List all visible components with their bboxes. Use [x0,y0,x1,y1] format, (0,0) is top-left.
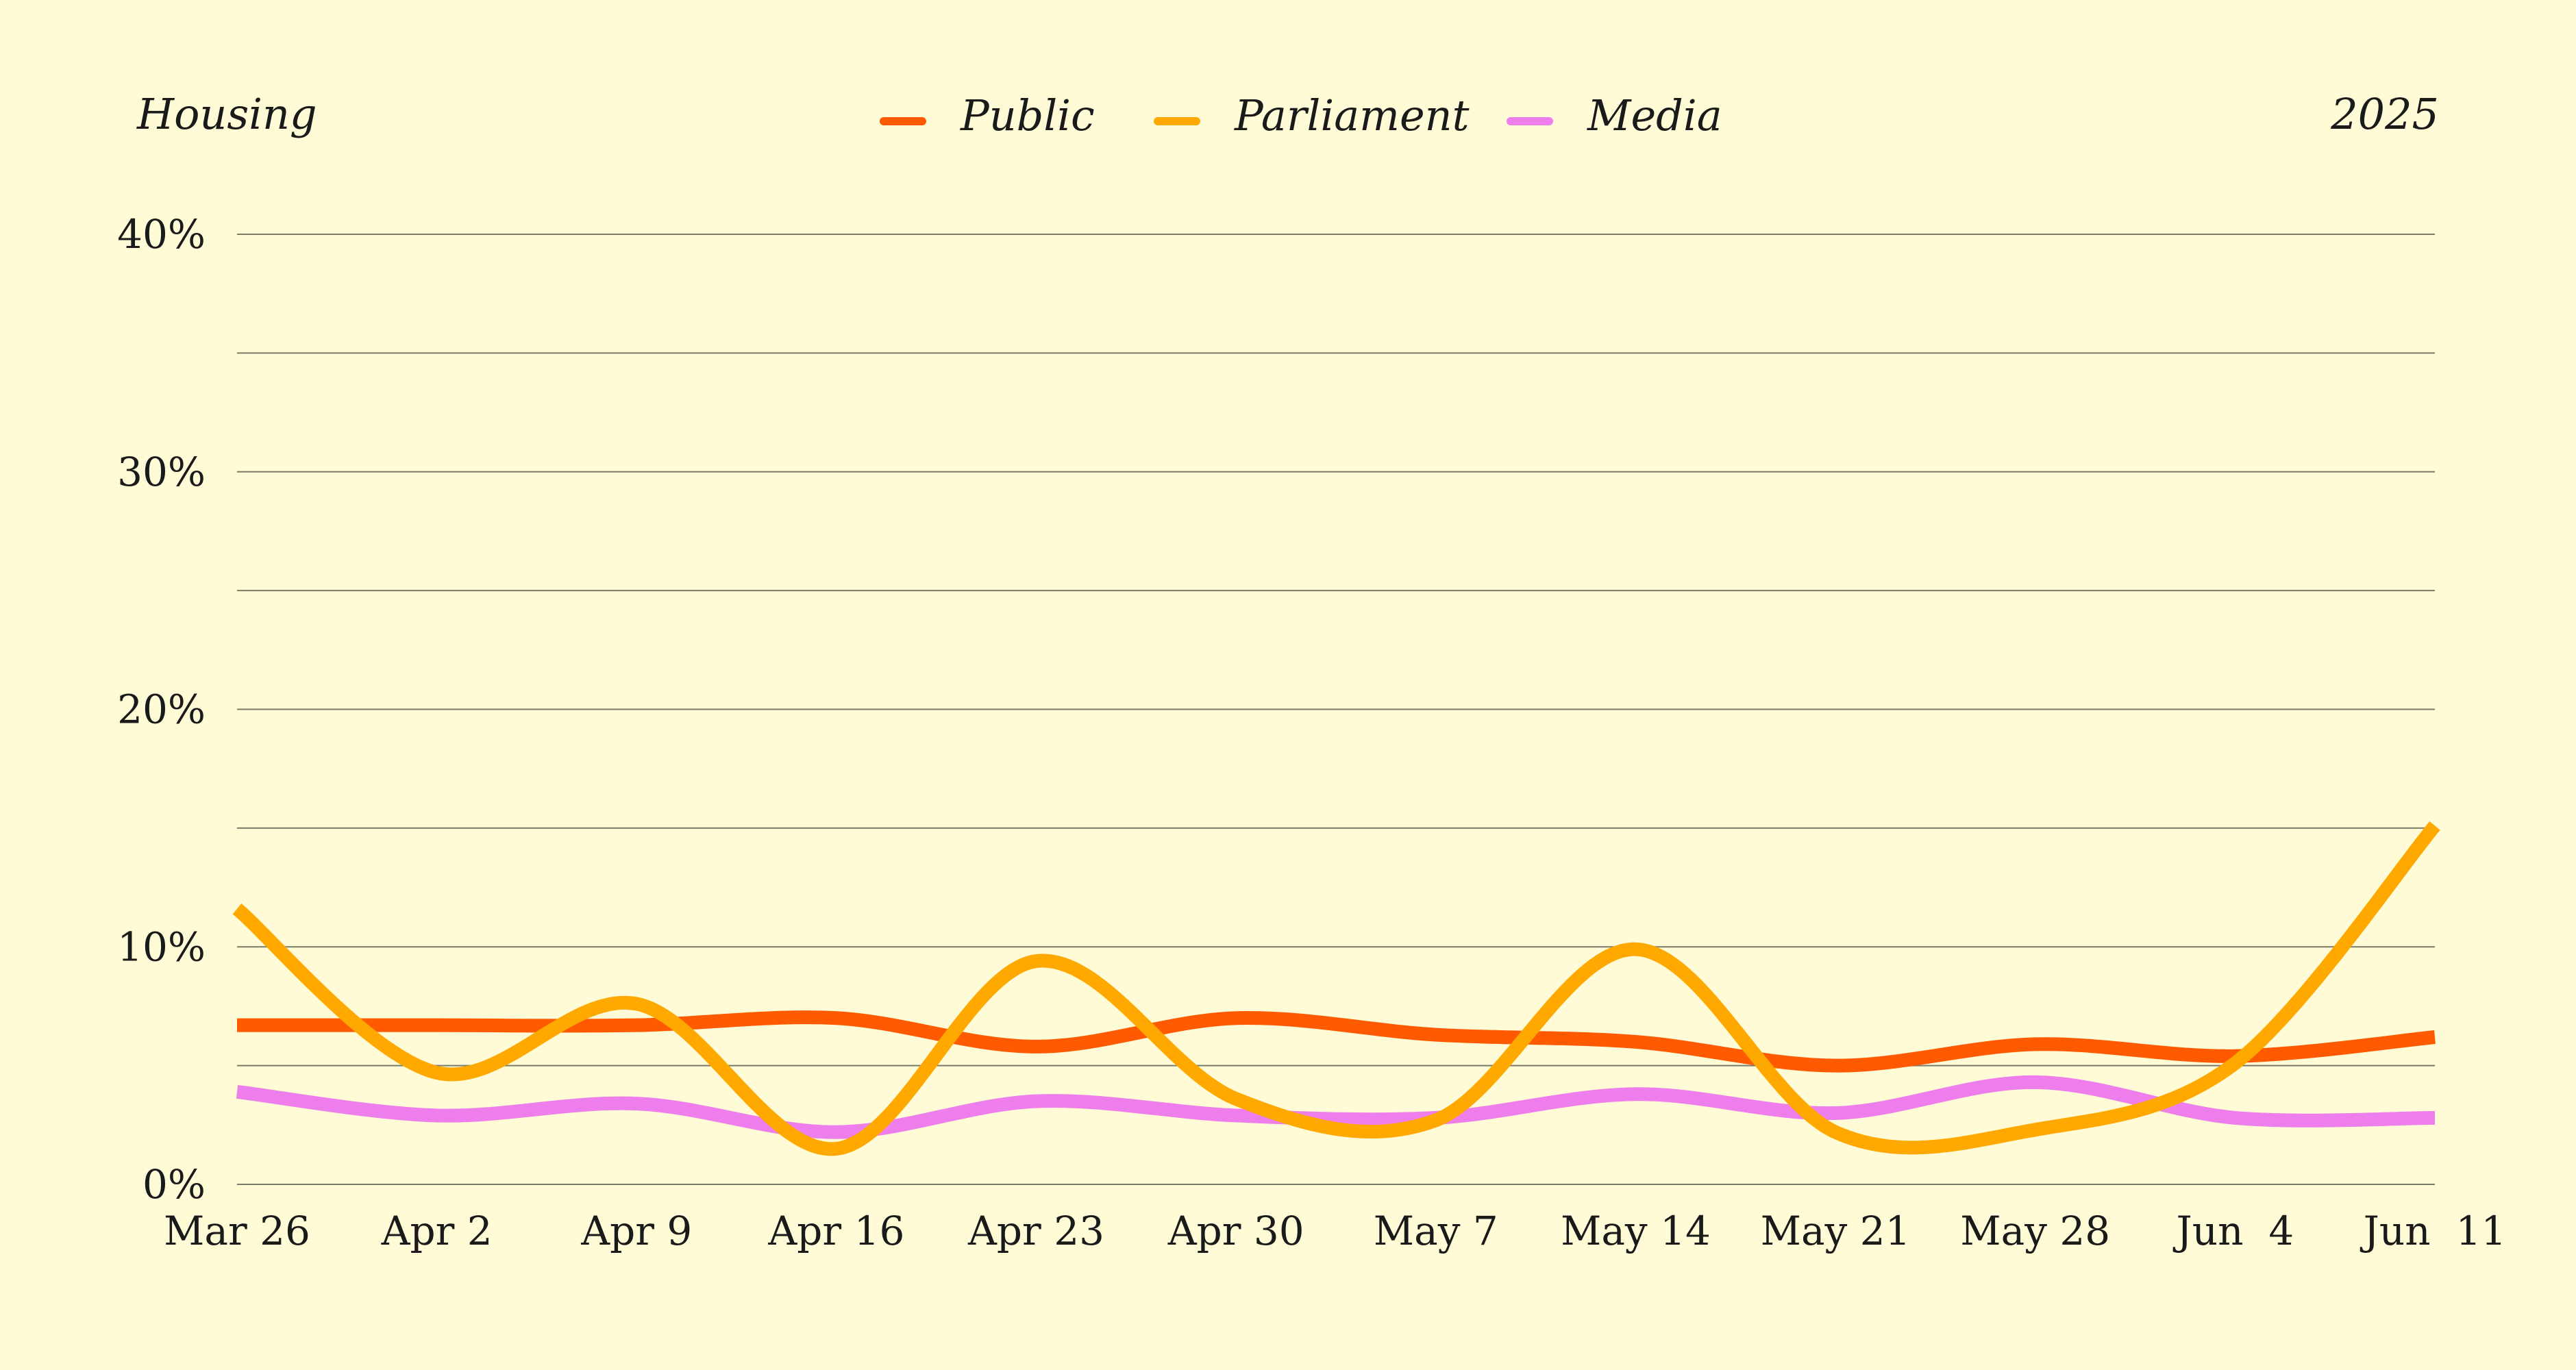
chart-title: Housing [136,89,317,139]
legend-label: Parliament [1234,90,1470,140]
y-tick-label: 40% [117,211,206,258]
series-line-parliament [232,821,2440,1156]
y-tick-label: 20% [117,686,206,733]
legend-item-public: Public [880,90,1095,140]
legend-label: Media [1587,90,1722,140]
x-tick-label: Apr 2 [381,1208,493,1254]
x-tick-label: Apr 23 [967,1208,1104,1254]
legend-item-media: Media [1507,90,1722,140]
legend-item-parliament: Parliament [1154,90,1470,140]
legend-label: Public [960,90,1095,140]
x-tick-label: Apr 16 [767,1208,904,1254]
x-tick-label: May 14 [1561,1208,1711,1254]
x-tick-label: Apr 9 [580,1208,692,1254]
x-tick-label: May 28 [1960,1208,2110,1254]
x-tick-label: Mar 26 [164,1208,310,1254]
x-tick-label: May 21 [1761,1208,1911,1254]
y-axis-ticks: 0% 10% 20% 30% 40% [117,211,206,1208]
y-tick-label: 30% [117,449,206,495]
y-tick-label: 0% [143,1161,206,1208]
series-line-media [236,1075,2436,1139]
series-layer [232,821,2440,1156]
legend: Public Parliament Media [880,90,1722,140]
y-tick-label: 10% [117,923,206,970]
x-tick-label: Apr 30 [1167,1208,1304,1254]
grid-layer [237,234,2435,1185]
x-axis-ticks: Mar 26 Apr 2 Apr 9 Apr 16 Apr 23 Apr 30 May 7 M… [164,1208,2506,1254]
chart-year: 2025 [2330,89,2439,139]
x-tick-label: May 7 [1374,1208,1498,1254]
x-tick-label: Jun 4 [2172,1208,2294,1254]
x-tick-label: Jun 11 [2360,1208,2507,1254]
series-line-public [237,1010,2436,1073]
